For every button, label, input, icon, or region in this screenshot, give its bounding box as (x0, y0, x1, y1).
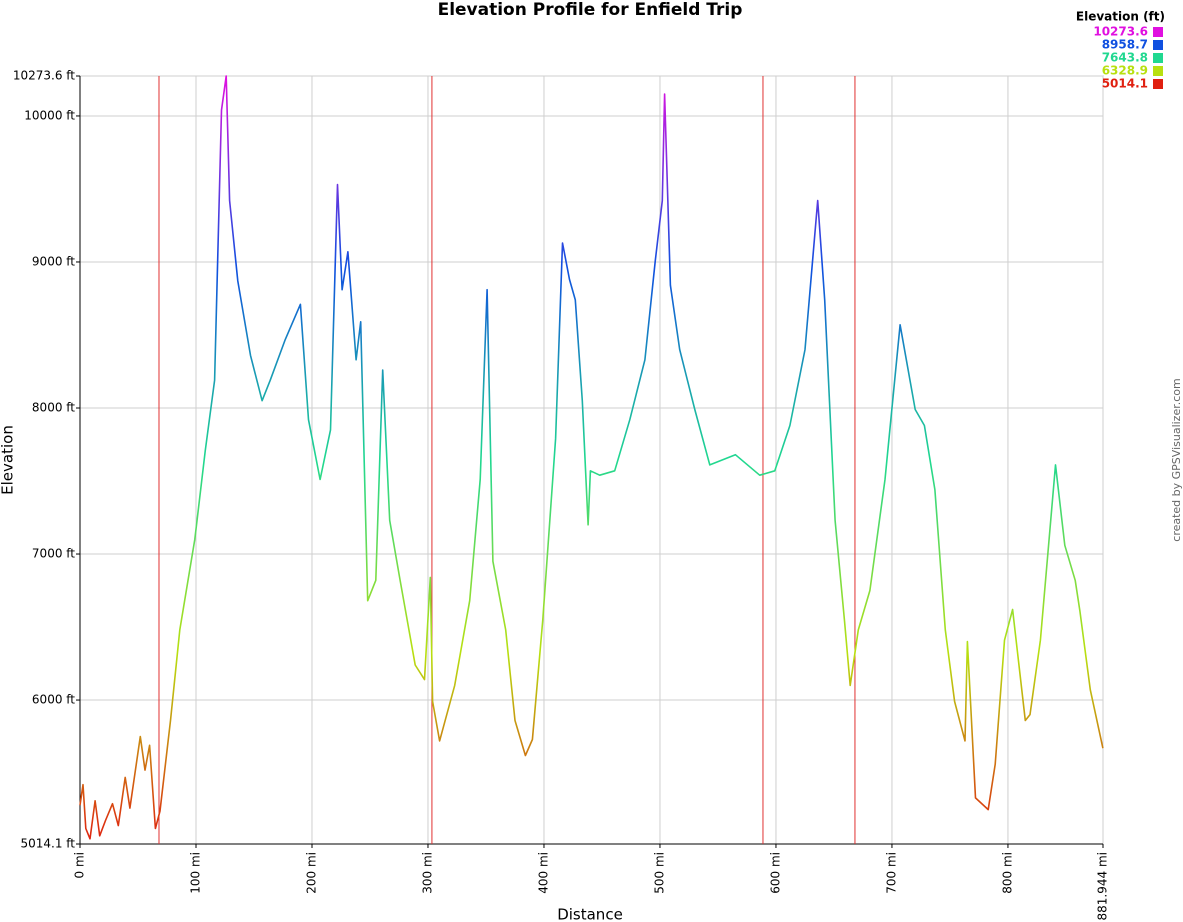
y-tick-label: 6000 ft (32, 693, 75, 707)
legend-swatch (1153, 66, 1163, 76)
legend-swatch (1153, 27, 1163, 37)
chart-title: Elevation Profile for Enfield Trip (438, 0, 743, 20)
x-tick-label: 500 mi (652, 852, 666, 894)
y-tick-label: 10273.6 ft (13, 69, 75, 83)
legend-label: 6328.9 (1102, 64, 1148, 78)
x-tick-label: 100 mi (188, 852, 202, 894)
legend-label: 5014.1 (1102, 77, 1148, 91)
legend-swatch (1153, 40, 1163, 50)
y-tick-label: 10000 ft (24, 108, 75, 122)
legend-label: 10273.6 (1093, 25, 1148, 39)
x-tick-label: 881.944 mi (1096, 852, 1110, 920)
legend-label: 7643.8 (1102, 51, 1148, 65)
y-tick-label: 7000 ft (32, 547, 75, 561)
credit: created by GPSVisualizer.com (1170, 378, 1183, 541)
legend-label: 8958.7 (1102, 38, 1148, 52)
y-tick-label: 9000 ft (32, 254, 75, 268)
y-axis-label: Elevation (0, 425, 17, 495)
elevation-line (79, 75, 1104, 840)
x-axis-label: Distance (557, 906, 623, 922)
plot-area (79, 75, 1104, 845)
y-tick-label: 8000 ft (32, 400, 75, 414)
x-tick-label: 300 mi (420, 852, 434, 894)
x-tick-label: 200 mi (304, 852, 318, 894)
legend-swatch (1153, 53, 1163, 63)
legend-title: Elevation (ft) (1076, 10, 1165, 24)
y-tick-label: 5014.1 ft (20, 837, 75, 851)
x-tick-label: 400 mi (536, 852, 550, 894)
x-tick-label: 0 mi (73, 852, 87, 878)
x-tick-label: 700 mi (884, 852, 898, 894)
x-tick-label: 600 mi (768, 852, 782, 894)
legend-swatch (1153, 79, 1163, 89)
x-tick-label: 800 mi (1000, 852, 1014, 894)
